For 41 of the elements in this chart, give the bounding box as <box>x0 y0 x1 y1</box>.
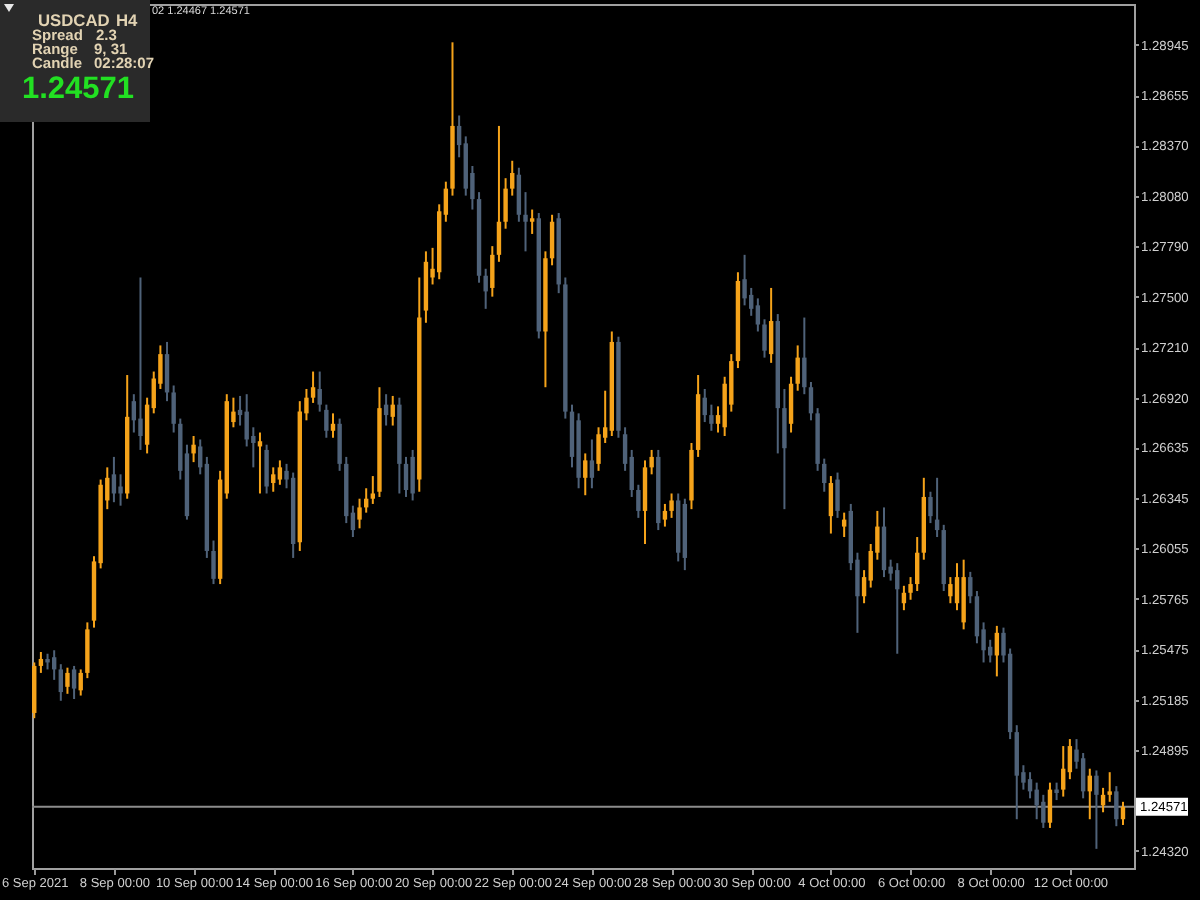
annotation: H4 <box>116 10 138 31</box>
candlestick <box>1094 769 1099 850</box>
candlestick <box>330 412 336 439</box>
candlestick <box>58 663 64 702</box>
candlestick <box>264 443 269 495</box>
candlestick <box>111 455 117 504</box>
candlestick <box>118 473 123 507</box>
candlestick <box>828 475 834 535</box>
candlestick <box>191 435 196 464</box>
candlestick <box>38 651 44 674</box>
candlestick <box>1114 785 1119 828</box>
candlestick <box>516 166 522 223</box>
candlestick <box>968 570 973 605</box>
candlestick <box>583 452 588 497</box>
candlestick <box>32 661 37 720</box>
candlestick <box>138 276 143 451</box>
candlestick <box>65 666 70 695</box>
candlestick <box>948 576 953 605</box>
candlestick <box>841 511 847 539</box>
candlestick <box>642 459 648 545</box>
candlestick <box>1047 781 1053 829</box>
candlestick <box>768 286 774 364</box>
candlestick <box>914 536 920 593</box>
annotation: 1.24571 <box>22 71 135 105</box>
candlestick <box>1107 771 1112 803</box>
candlestick <box>277 459 283 486</box>
candlestick <box>589 438 595 490</box>
candlestick <box>881 506 887 579</box>
candlestick <box>961 558 966 631</box>
candlestick <box>895 562 900 655</box>
candlestick <box>974 590 980 645</box>
candlestick <box>662 502 668 528</box>
annotation: USDCAD <box>38 10 110 31</box>
candlestick <box>71 664 77 701</box>
candlestick <box>529 208 535 235</box>
candlestick <box>410 448 415 502</box>
candlestick <box>271 466 276 493</box>
candlestick <box>835 471 840 519</box>
candlestick <box>1014 724 1019 821</box>
candlestick <box>669 492 674 519</box>
candlestick <box>1061 745 1066 798</box>
